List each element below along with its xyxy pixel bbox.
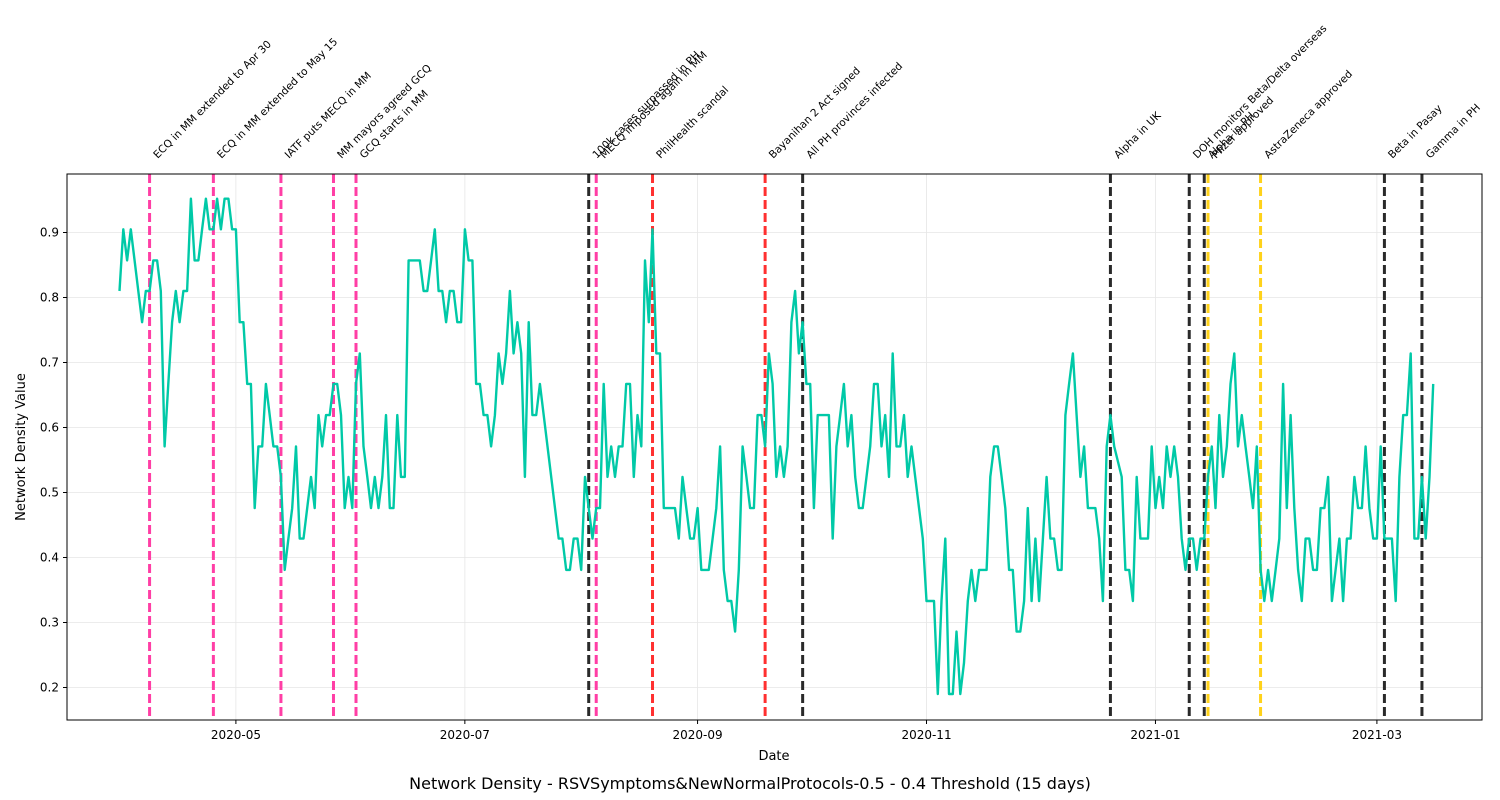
y-tick-label: 0.3	[40, 616, 59, 630]
x-tick-label: 2021-03	[1352, 728, 1402, 742]
x-tick-label: 2021-01	[1130, 728, 1180, 742]
y-tick-label: 0.8	[40, 291, 59, 305]
x-tick-label: 2020-09	[672, 728, 722, 742]
y-tick-label: 0.7	[40, 356, 59, 370]
y-tick-label: 0.2	[40, 681, 59, 695]
y-tick-label: 0.9	[40, 226, 59, 240]
plot-frame	[66, 173, 1483, 721]
y-axis-label: Network Density Value	[14, 373, 29, 521]
x-tick-label: 2020-07	[440, 728, 490, 742]
y-tick-label: 0.4	[40, 551, 59, 565]
x-axis-ticks: 2020-05 2020-07 2020-09 2020-11 2021-01 2021-…	[211, 720, 1402, 742]
y-tick-label: 0.5	[40, 486, 59, 500]
series-layer	[118, 197, 1435, 696]
y-tick-label: 0.6	[40, 421, 59, 435]
chart-title: Network Density - RSVSymptoms&NewNormalP…	[409, 774, 1091, 793]
x-tick-label: 2020-05	[211, 728, 261, 742]
x-tick-label: 2020-11	[901, 728, 951, 742]
x-axis-label: Date	[758, 749, 789, 764]
y-axis-ticks: 0.2 0.3 0.4 0.5 0.6 0.7 0.8 0.9	[40, 226, 67, 695]
event-lines	[148, 174, 1424, 720]
series-line	[118, 197, 1435, 696]
